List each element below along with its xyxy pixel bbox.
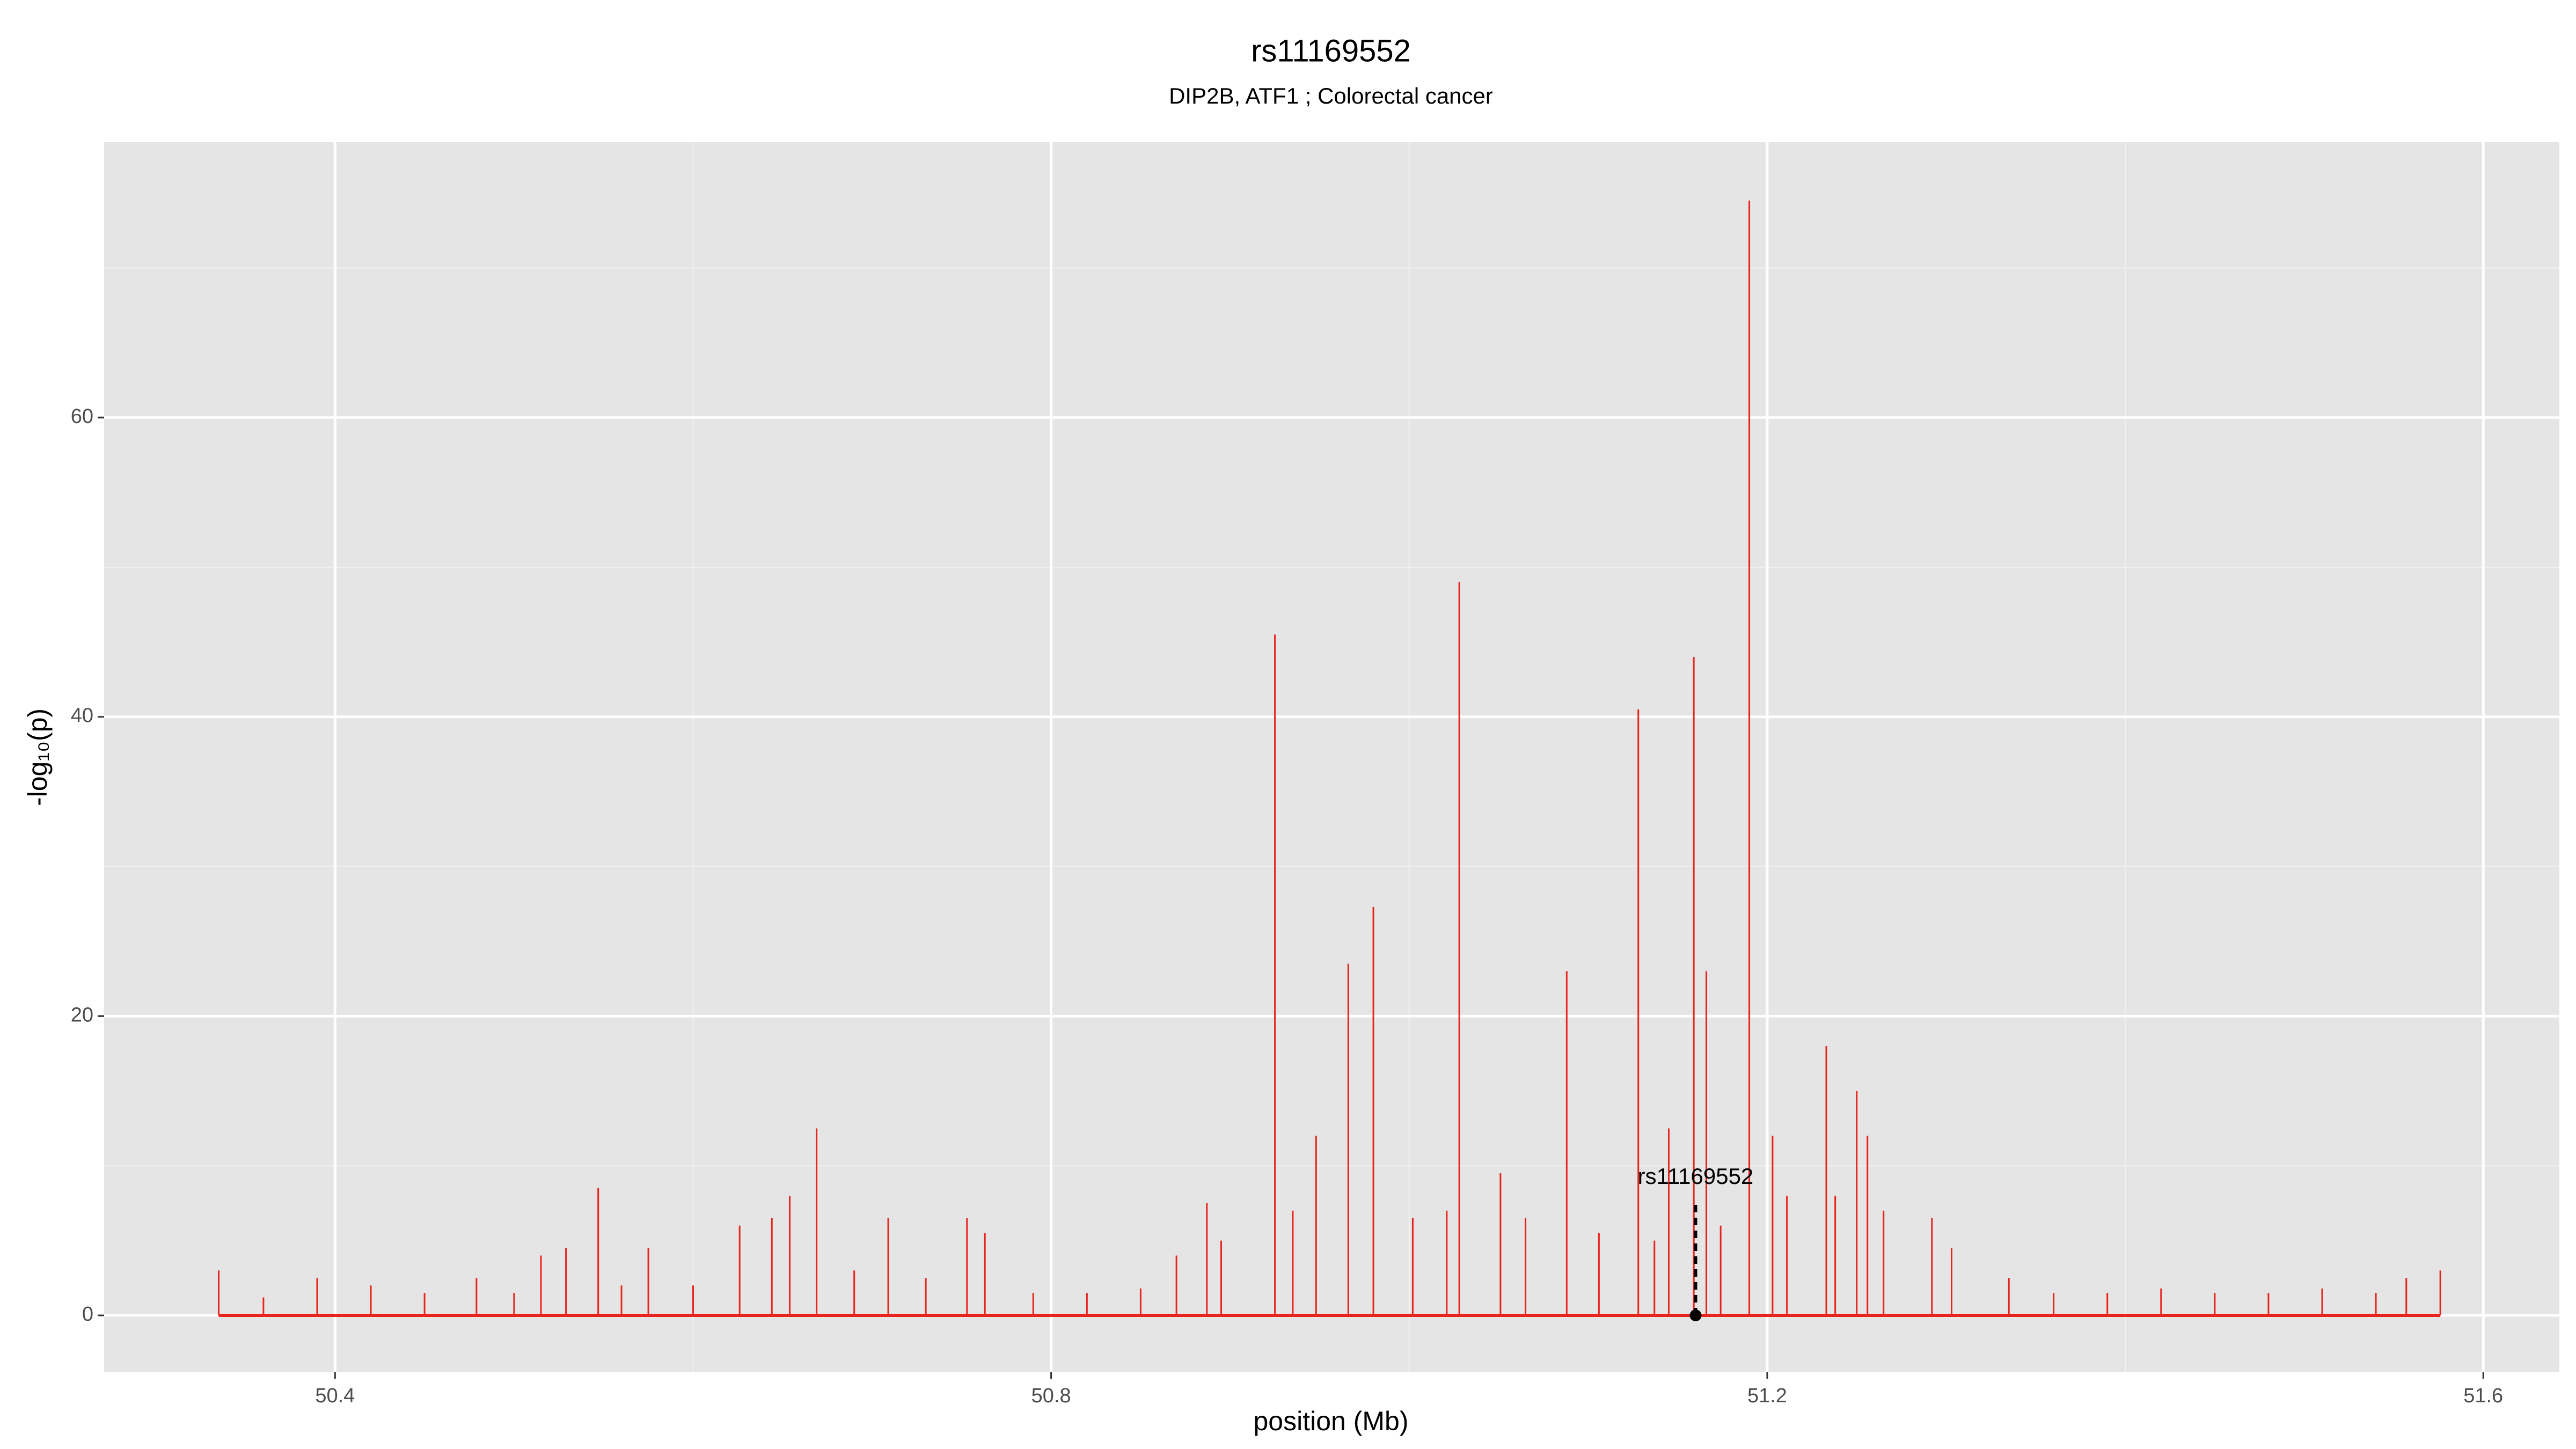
annotation-point: [1689, 1309, 1702, 1322]
y-tick-label: 0: [82, 1303, 93, 1326]
y-axis-title: -log₁₀(p): [23, 708, 53, 806]
chart-title: rs11169552: [1251, 33, 1411, 68]
x-tick-label: 50.4: [315, 1385, 355, 1407]
annotation-label: rs11169552: [1638, 1163, 1754, 1189]
y-tick-label: 40: [71, 705, 93, 727]
plot-panel: [104, 142, 2559, 1372]
x-tick-label: 51.2: [1747, 1385, 1787, 1407]
y-tick-label: 60: [71, 405, 93, 428]
x-tick-label: 51.6: [2463, 1385, 2503, 1407]
x-tick-label: 50.8: [1031, 1385, 1071, 1407]
chart-subtitle: DIP2B, ATF1 ; Colorectal cancer: [1169, 83, 1493, 108]
y-tick-label: 20: [71, 1004, 93, 1026]
x-axis-title: position (Mb): [1254, 1406, 1409, 1436]
